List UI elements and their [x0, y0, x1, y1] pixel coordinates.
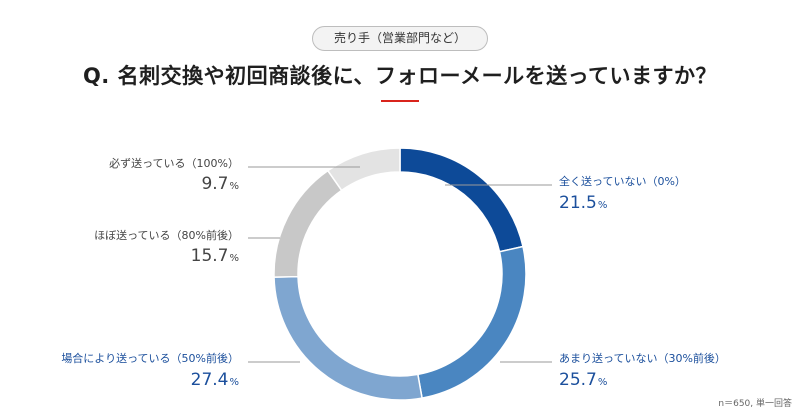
donut-slice-mostly: [273, 169, 343, 278]
donut-slice-none: [399, 147, 524, 253]
slice-value-rarely: 25.7%: [559, 370, 607, 393]
slice-label-mostly: ほぼ送っている（80%前後）: [94, 229, 239, 242]
donut-slice-always: [326, 147, 401, 192]
slice-value-none: 21.5%: [559, 193, 607, 216]
slice-value-none-number: 21.5: [559, 193, 597, 213]
slice-value-mostly-number: 15.7: [190, 246, 229, 266]
percent-unit: %: [597, 377, 608, 388]
percent-unit: %: [229, 181, 239, 192]
slice-label-always: 必ず送っている（100%）: [109, 157, 239, 170]
donut-slice-sometimes: [273, 275, 423, 401]
respondent-badge: 売り手（営業部門など）: [312, 26, 488, 51]
question-title: Q. 名刺交換や初回商談後に、フォローメールを送っていますか？: [82, 64, 718, 88]
percent-unit: %: [229, 377, 239, 388]
sample-size-note: n＝650, 単一回答: [718, 399, 792, 409]
slice-value-mostly: 15.7%: [191, 246, 239, 269]
title-accent-rule: [381, 100, 419, 102]
percent-unit: %: [597, 200, 608, 211]
donut-slices: [273, 147, 527, 401]
slice-value-always-number: 9.7: [201, 174, 229, 194]
percent-unit: %: [229, 253, 239, 264]
slice-value-rarely-number: 25.7: [559, 370, 597, 390]
leader-lines: [248, 166, 552, 363]
slice-label-none: 全く送っていない（0%）: [559, 175, 686, 188]
slice-label-rarely: あまり送っていない（30%前後）: [559, 352, 726, 365]
slice-label-sometimes: 場合により送っている（50%前後）: [61, 352, 239, 365]
slice-value-always: 9.7%: [201, 174, 239, 197]
slice-value-sometimes: 27.4%: [191, 370, 239, 393]
donut-slice-rarely: [416, 245, 527, 399]
slice-value-sometimes-number: 27.4: [190, 370, 229, 390]
